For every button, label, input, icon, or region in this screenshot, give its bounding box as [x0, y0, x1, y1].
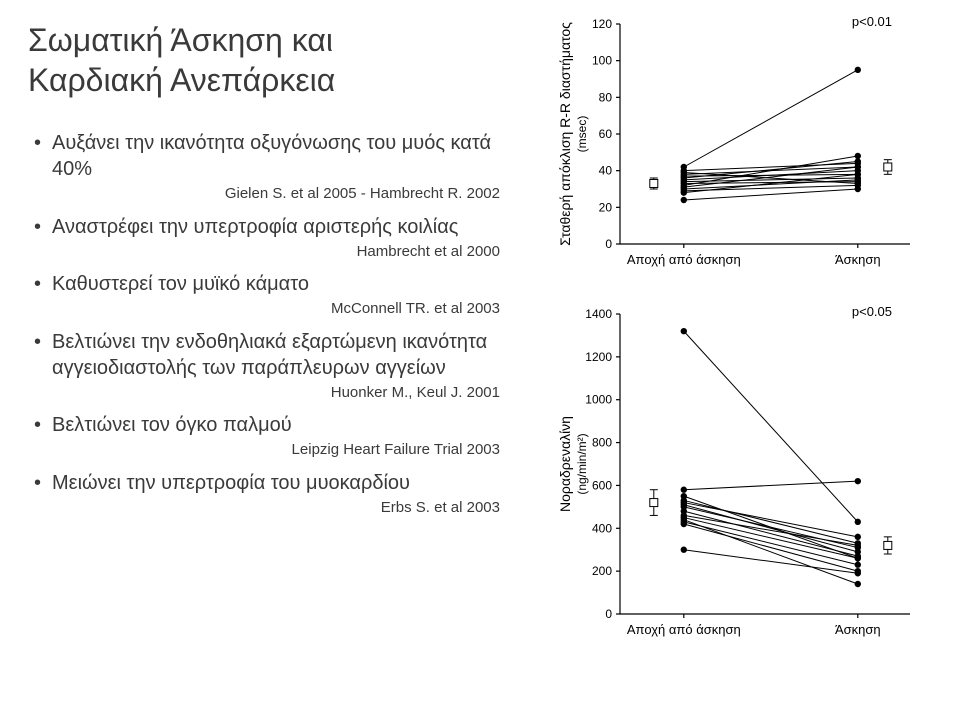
- y-axis-unit: (msec): [575, 116, 589, 153]
- y-tick-label: 100: [592, 54, 612, 68]
- title-line-1: Σωματική Άσκηση και: [28, 22, 333, 58]
- bullet-item: Βελτιώνει την ενδοθηλιακά εξαρτώμενη ικα…: [28, 329, 530, 403]
- title-line-2: Καρδιακή Ανεπάρκεια: [28, 62, 335, 98]
- mean-marker: [884, 163, 892, 171]
- noradrenaline-chart: 0 200 400 600 800 1000 1200 1400 Νοραδρεναλίνη(n…: [540, 294, 950, 674]
- bullet-text: Μειώνει την υπερτροφία του μυοκαρδίου: [52, 472, 410, 494]
- mean-marker: [650, 499, 658, 507]
- charts-column: 0 20 40 60 80 100 120 Σταθερή απόκλιση R-R διασ…: [540, 0, 960, 714]
- y-tick-label: 0: [605, 237, 612, 251]
- category-label: Αποχή από άσκηση: [627, 252, 741, 267]
- category-label: Άσκηση: [835, 252, 881, 267]
- y-tick-label: 0: [605, 607, 612, 621]
- category-label: Αποχή από άσκηση: [627, 622, 741, 637]
- y-tick-label: 20: [599, 200, 613, 214]
- bullet-citation: McConnell TR. et al 2003: [52, 299, 530, 319]
- y-tick-label: 1400: [585, 307, 612, 321]
- p-value-label: p<0.01: [852, 14, 892, 29]
- y-tick-label: 600: [592, 478, 612, 492]
- y-axis-unit: (ng/min/m²): [575, 433, 589, 494]
- bullet-item: Αυξάνει την ικανότητα οξυγόνωσης του μυό…: [28, 130, 530, 204]
- bullet-citation: Gielen S. et al 2005 - Hambrecht R. 2002: [52, 184, 530, 204]
- bullet-text: Βελτιώνει τον όγκο παλμού: [52, 414, 292, 436]
- bullet-item: Βελτιώνει τον όγκο παλμού Leipzig Heart F…: [28, 412, 530, 460]
- y-tick-label: 200: [592, 564, 612, 578]
- y-axis-title: Νοραδρεναλίνη: [557, 416, 573, 512]
- bullet-text: Αυξάνει την ικανότητα οξυγόνωσης του μυό…: [52, 132, 491, 180]
- bullet-citation: Erbs S. et al 2003: [52, 498, 530, 518]
- bullet-item: Αναστρέφει την υπερτροφία αριστερής κοιλ…: [28, 214, 530, 262]
- bullet-citation: Leipzig Heart Failure Trial 2003: [52, 440, 530, 460]
- y-tick-label: 60: [599, 127, 613, 141]
- bullet-text: Αναστρέφει την υπερτροφία αριστερής κοιλ…: [52, 216, 458, 238]
- y-tick-label: 1000: [585, 393, 612, 407]
- category-label: Άσκηση: [835, 622, 881, 637]
- rr-interval-chart: 0 20 40 60 80 100 120 Σταθερή απόκλιση R-R διασ…: [540, 4, 950, 294]
- bullet-text: Καθυστερεί τον μυϊκό κάματο: [52, 273, 309, 295]
- y-tick-label: 800: [592, 436, 612, 450]
- mean-marker: [650, 180, 658, 188]
- chart-svg: 0 20 40 60 80 100 120 Σταθερή απόκλιση R-R διασ…: [540, 4, 940, 294]
- y-axis-title: Σταθερή απόκλιση R-R διαστήματος: [557, 22, 573, 246]
- bullet-item: Καθυστερεί τον μυϊκό κάματο McConnell TR.…: [28, 271, 530, 319]
- bullet-text: Βελτιώνει την ενδοθηλιακά εξαρτώμενη ικα…: [52, 331, 487, 379]
- bullet-citation: Huonker M., Keul J. 2001: [52, 383, 530, 403]
- text-column: Σωματική Άσκηση και Καρδιακή Ανεπάρκεια …: [0, 0, 540, 714]
- mean-marker: [884, 541, 892, 549]
- y-tick-label: 1200: [585, 350, 612, 364]
- y-tick-label: 120: [592, 17, 612, 31]
- slide-title: Σωματική Άσκηση και Καρδιακή Ανεπάρκεια: [28, 20, 530, 100]
- y-tick-label: 40: [599, 164, 613, 178]
- chart-svg: 0 200 400 600 800 1000 1200 1400 Νοραδρεναλίνη(n…: [540, 294, 940, 674]
- bullet-list: Αυξάνει την ικανότητα οξυγόνωσης του μυό…: [28, 130, 530, 517]
- y-tick-label: 400: [592, 521, 612, 535]
- p-value-label: p<0.05: [852, 304, 892, 319]
- y-tick-label: 80: [599, 90, 613, 104]
- bullet-item: Μειώνει την υπερτροφία του μυοκαρδίου Erb…: [28, 470, 530, 518]
- bullet-citation: Hambrecht et al 2000: [52, 242, 530, 262]
